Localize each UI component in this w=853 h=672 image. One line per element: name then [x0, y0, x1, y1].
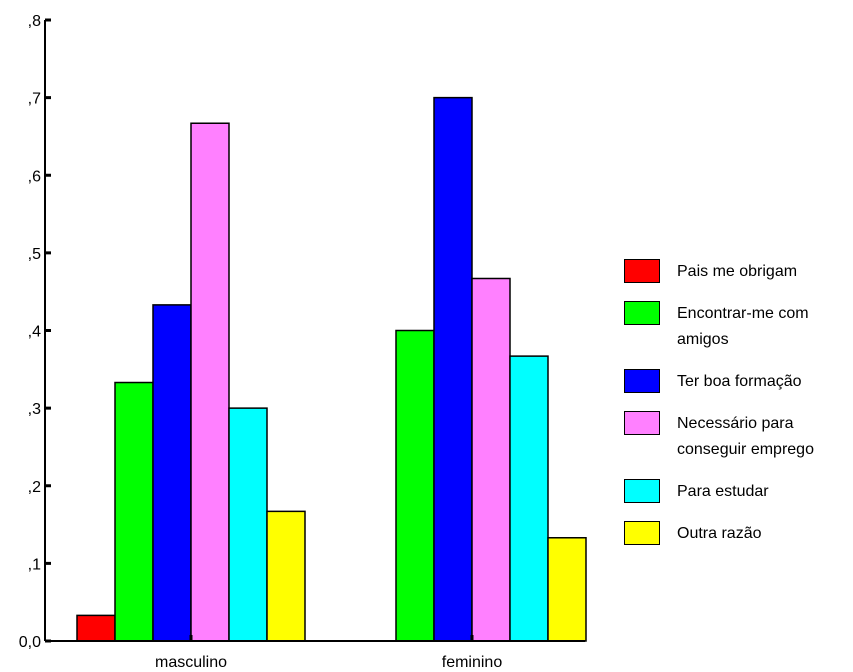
legend-label: Outra razão: [677, 525, 762, 542]
y-ticks-group: 0,0 ,1 ,2 ,3 ,4 ,5 ,6 ,7 ,8: [19, 13, 51, 651]
y-tick-label: ,6: [28, 168, 41, 185]
y-tick-label: ,7: [28, 91, 41, 108]
bar-masculino-series-2: [152, 304, 192, 642]
bar-masculino-series-5: [266, 510, 306, 642]
y-tick-label: ,3: [28, 401, 41, 418]
x-category-label: feminino: [442, 654, 503, 671]
legend-label: Para estudar: [677, 483, 769, 500]
legend-swatch-red: [624, 259, 660, 283]
y-tick-label: ,8: [28, 13, 41, 30]
bar-masculino-series-4: [228, 407, 268, 642]
bar-masculino-series-3: [190, 122, 230, 642]
legend-item-ter-boa-formacao: Ter boa formação: [624, 365, 853, 407]
x-category-label: masculino: [155, 654, 227, 671]
legend-item-encontrar-me-com-amigos: Encontrar-me com amigos: [624, 297, 853, 365]
bar-feminino-series-1: [395, 329, 435, 642]
y-tick-label: ,5: [28, 246, 41, 263]
legend-swatch-cyan: [624, 479, 660, 503]
legend-label: Encontrar-me com amigos: [677, 305, 809, 348]
legend-label: Ter boa formação: [677, 373, 802, 390]
legend-swatch-blue: [624, 369, 660, 393]
legend-item-para-estudar: Para estudar: [624, 475, 853, 517]
y-tick-label: ,1: [28, 556, 41, 573]
legend-item-necessario-para-conseguir-emprego: Necessário para conseguir emprego: [624, 407, 853, 475]
legend-swatch-pink: [624, 411, 660, 435]
y-tick-label: 0,0: [19, 634, 41, 651]
legend-label: Necessário para conseguir emprego: [677, 415, 814, 458]
legend: Pais me obrigam Encontrar-me com amigos …: [624, 255, 853, 559]
legend-item-pais-me-obrigam: Pais me obrigam: [624, 255, 853, 297]
y-tick-label: ,2: [28, 479, 41, 496]
bar-feminino-series-2: [433, 96, 473, 642]
legend-swatch-yellow: [624, 521, 660, 545]
x-ticks-group: masculino feminino: [155, 635, 502, 671]
bar-masculino-series-1: [114, 381, 154, 642]
bar-feminino-series-4: [509, 355, 549, 642]
legend-item-outra-razao: Outra razão: [624, 517, 853, 559]
bar-masculino-series-0: [76, 614, 116, 642]
y-tick-label: ,4: [28, 324, 41, 341]
legend-label: Pais me obrigam: [677, 263, 798, 280]
legend-swatch-green: [624, 301, 660, 325]
bars-group: [76, 96, 587, 642]
bar-feminino-series-3: [471, 277, 511, 642]
bar-feminino-series-5: [547, 537, 587, 642]
